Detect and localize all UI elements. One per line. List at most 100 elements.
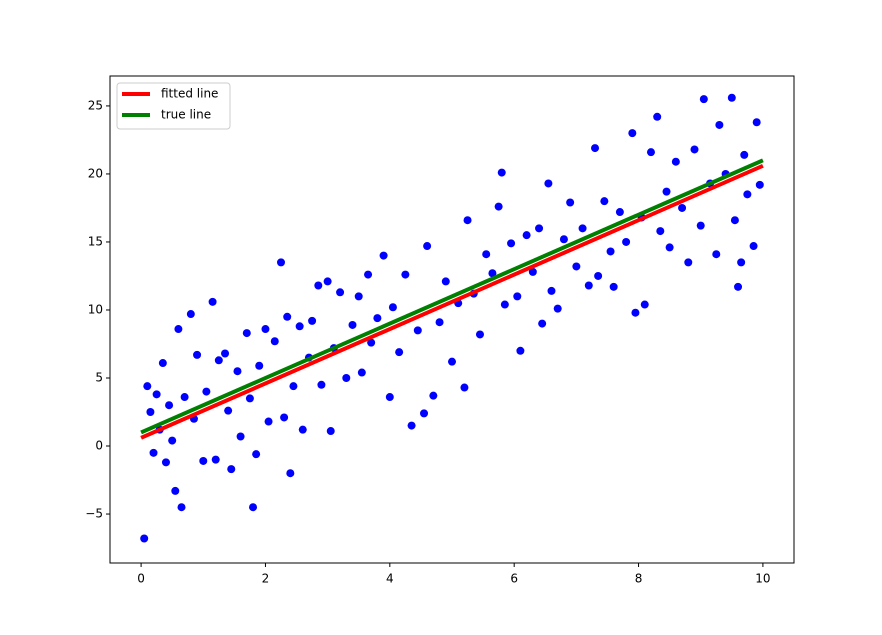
y-tick-label: 15: [88, 234, 103, 248]
scatter-point: [413, 326, 422, 335]
scatter-point: [208, 297, 217, 306]
scatter-point: [317, 380, 326, 389]
scatter-point: [547, 286, 556, 295]
scatter-point: [538, 319, 547, 328]
scatter-point: [354, 292, 363, 301]
x-tick-label: 10: [755, 572, 770, 586]
scatter-point: [690, 145, 699, 154]
scatter-point: [662, 187, 671, 196]
scatter-point: [168, 436, 177, 445]
scatter-point: [494, 202, 503, 211]
scatter-point: [646, 148, 655, 157]
y-tick-label: 5: [95, 370, 103, 384]
scatter-point: [740, 150, 749, 159]
scatter-point: [264, 417, 273, 426]
scatter-point: [752, 118, 761, 127]
scatter-point: [165, 401, 174, 410]
scatter-point: [743, 190, 752, 199]
scatter-point: [314, 281, 323, 290]
scatter-point: [242, 329, 251, 338]
scatter-point: [715, 120, 724, 129]
legend-label: true line: [161, 108, 211, 122]
scatter-point: [152, 390, 161, 399]
scatter-point: [696, 221, 705, 230]
scatter-point: [283, 312, 292, 321]
line: [140, 158, 764, 435]
scatter-point: [177, 503, 186, 512]
scatter-point: [143, 382, 152, 391]
scatter-point: [214, 356, 223, 365]
scatter-point: [727, 93, 736, 102]
scatter-point: [202, 387, 211, 396]
scatter-point: [678, 203, 687, 212]
scatter-point: [233, 367, 242, 376]
scatter-point: [699, 95, 708, 104]
scatter-point: [513, 292, 522, 301]
scatter-point: [507, 239, 516, 248]
scatter-point: [261, 325, 270, 334]
scatter-point: [308, 316, 317, 325]
scatter-point: [224, 406, 233, 415]
scatter-point: [684, 258, 693, 267]
scatter-point: [665, 243, 674, 252]
scatter-point: [653, 112, 662, 121]
scatter-point: [161, 458, 170, 467]
scatter-point: [342, 373, 351, 382]
scatter-point: [373, 314, 382, 323]
scatter-point: [364, 270, 373, 279]
scatter-point: [628, 129, 637, 138]
scatter-point: [423, 242, 432, 251]
scatter-point: [591, 144, 600, 153]
scatter-point: [572, 262, 581, 271]
plot-frame: [109, 75, 795, 564]
y-tick-label: −5: [85, 507, 103, 521]
scatter-point: [199, 456, 208, 465]
line: [140, 163, 764, 440]
scatter-point: [298, 425, 307, 434]
x-tick-label: 0: [137, 572, 145, 586]
scatter-point: [221, 349, 230, 358]
scatter-point: [475, 330, 484, 339]
scatter-point: [280, 413, 289, 422]
scatter-point: [146, 408, 155, 417]
scatter-point: [140, 534, 149, 543]
scatter-point: [420, 409, 429, 418]
scatter-point: [348, 320, 357, 329]
scatter-point: [606, 247, 615, 256]
scatter-point: [245, 394, 254, 403]
scatter-point: [448, 357, 456, 366]
scatter-point: [584, 281, 593, 290]
scatter-point: [211, 455, 220, 464]
scatter-point: [522, 231, 531, 240]
scatter-point: [336, 288, 345, 297]
scatter-point: [600, 197, 609, 206]
legend-label: fitted line: [161, 87, 218, 101]
scatter-point: [252, 450, 261, 459]
scatter-point: [270, 337, 279, 346]
scatter-point: [149, 448, 158, 457]
scatter-point: [174, 325, 183, 334]
x-tick-label: 8: [635, 572, 643, 586]
scatter-point: [737, 258, 746, 267]
scatter-point: [488, 269, 497, 278]
scatter-point: [407, 421, 416, 430]
scatter-point: [594, 271, 603, 280]
scatter-point: [441, 277, 450, 286]
scatter-point: [609, 282, 618, 291]
scatter-point: [323, 277, 332, 286]
scatter-point: [395, 348, 404, 357]
scatter-point: [559, 235, 568, 244]
x-tick-label: 4: [386, 572, 394, 586]
scatter-point: [622, 237, 631, 246]
scatter-point: [249, 503, 258, 512]
scatter-point: [171, 486, 180, 495]
scatter-point: [463, 216, 472, 225]
scatter-point: [755, 180, 764, 189]
scatter-point: [734, 282, 743, 291]
scatter-point: [497, 168, 506, 177]
y-tick-label: 10: [88, 302, 103, 316]
scatter-point: [656, 227, 665, 236]
scatter-point: [186, 310, 195, 319]
